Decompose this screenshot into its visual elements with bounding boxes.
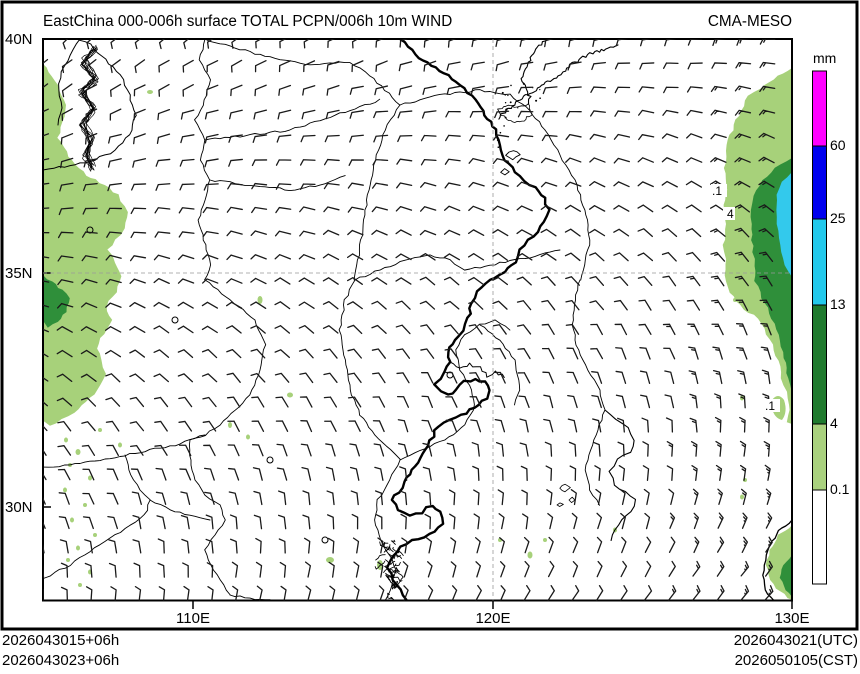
svg-text:60: 60: [830, 137, 846, 153]
svg-text:130E: 130E: [774, 610, 809, 627]
svg-text:2026043021(UTC): 2026043021(UTC): [734, 632, 858, 649]
svg-text:40N: 40N: [5, 31, 33, 48]
svg-text:2026043023+06h: 2026043023+06h: [2, 652, 119, 669]
svg-text:13: 13: [830, 296, 846, 312]
svg-text:.1: .1: [765, 399, 775, 413]
svg-text:0.1: 0.1: [830, 481, 850, 497]
svg-text:120E: 120E: [475, 610, 510, 627]
svg-text:mm: mm: [813, 50, 836, 66]
svg-text:110E: 110E: [176, 610, 210, 627]
svg-text:35N: 35N: [5, 265, 33, 282]
svg-text:30N: 30N: [5, 499, 33, 516]
svg-text:4: 4: [727, 207, 734, 221]
svg-text:EastChina 000-006h surface TOT: EastChina 000-006h surface TOTAL PCPN/00…: [43, 13, 452, 30]
svg-text:25: 25: [830, 210, 846, 226]
svg-text:2026043015+06h: 2026043015+06h: [2, 632, 119, 649]
svg-text:4: 4: [830, 415, 838, 431]
svg-text:2026050105(CST): 2026050105(CST): [735, 652, 858, 669]
svg-text:CMA-MESO: CMA-MESO: [708, 13, 792, 30]
svg-text:.1: .1: [712, 184, 722, 198]
